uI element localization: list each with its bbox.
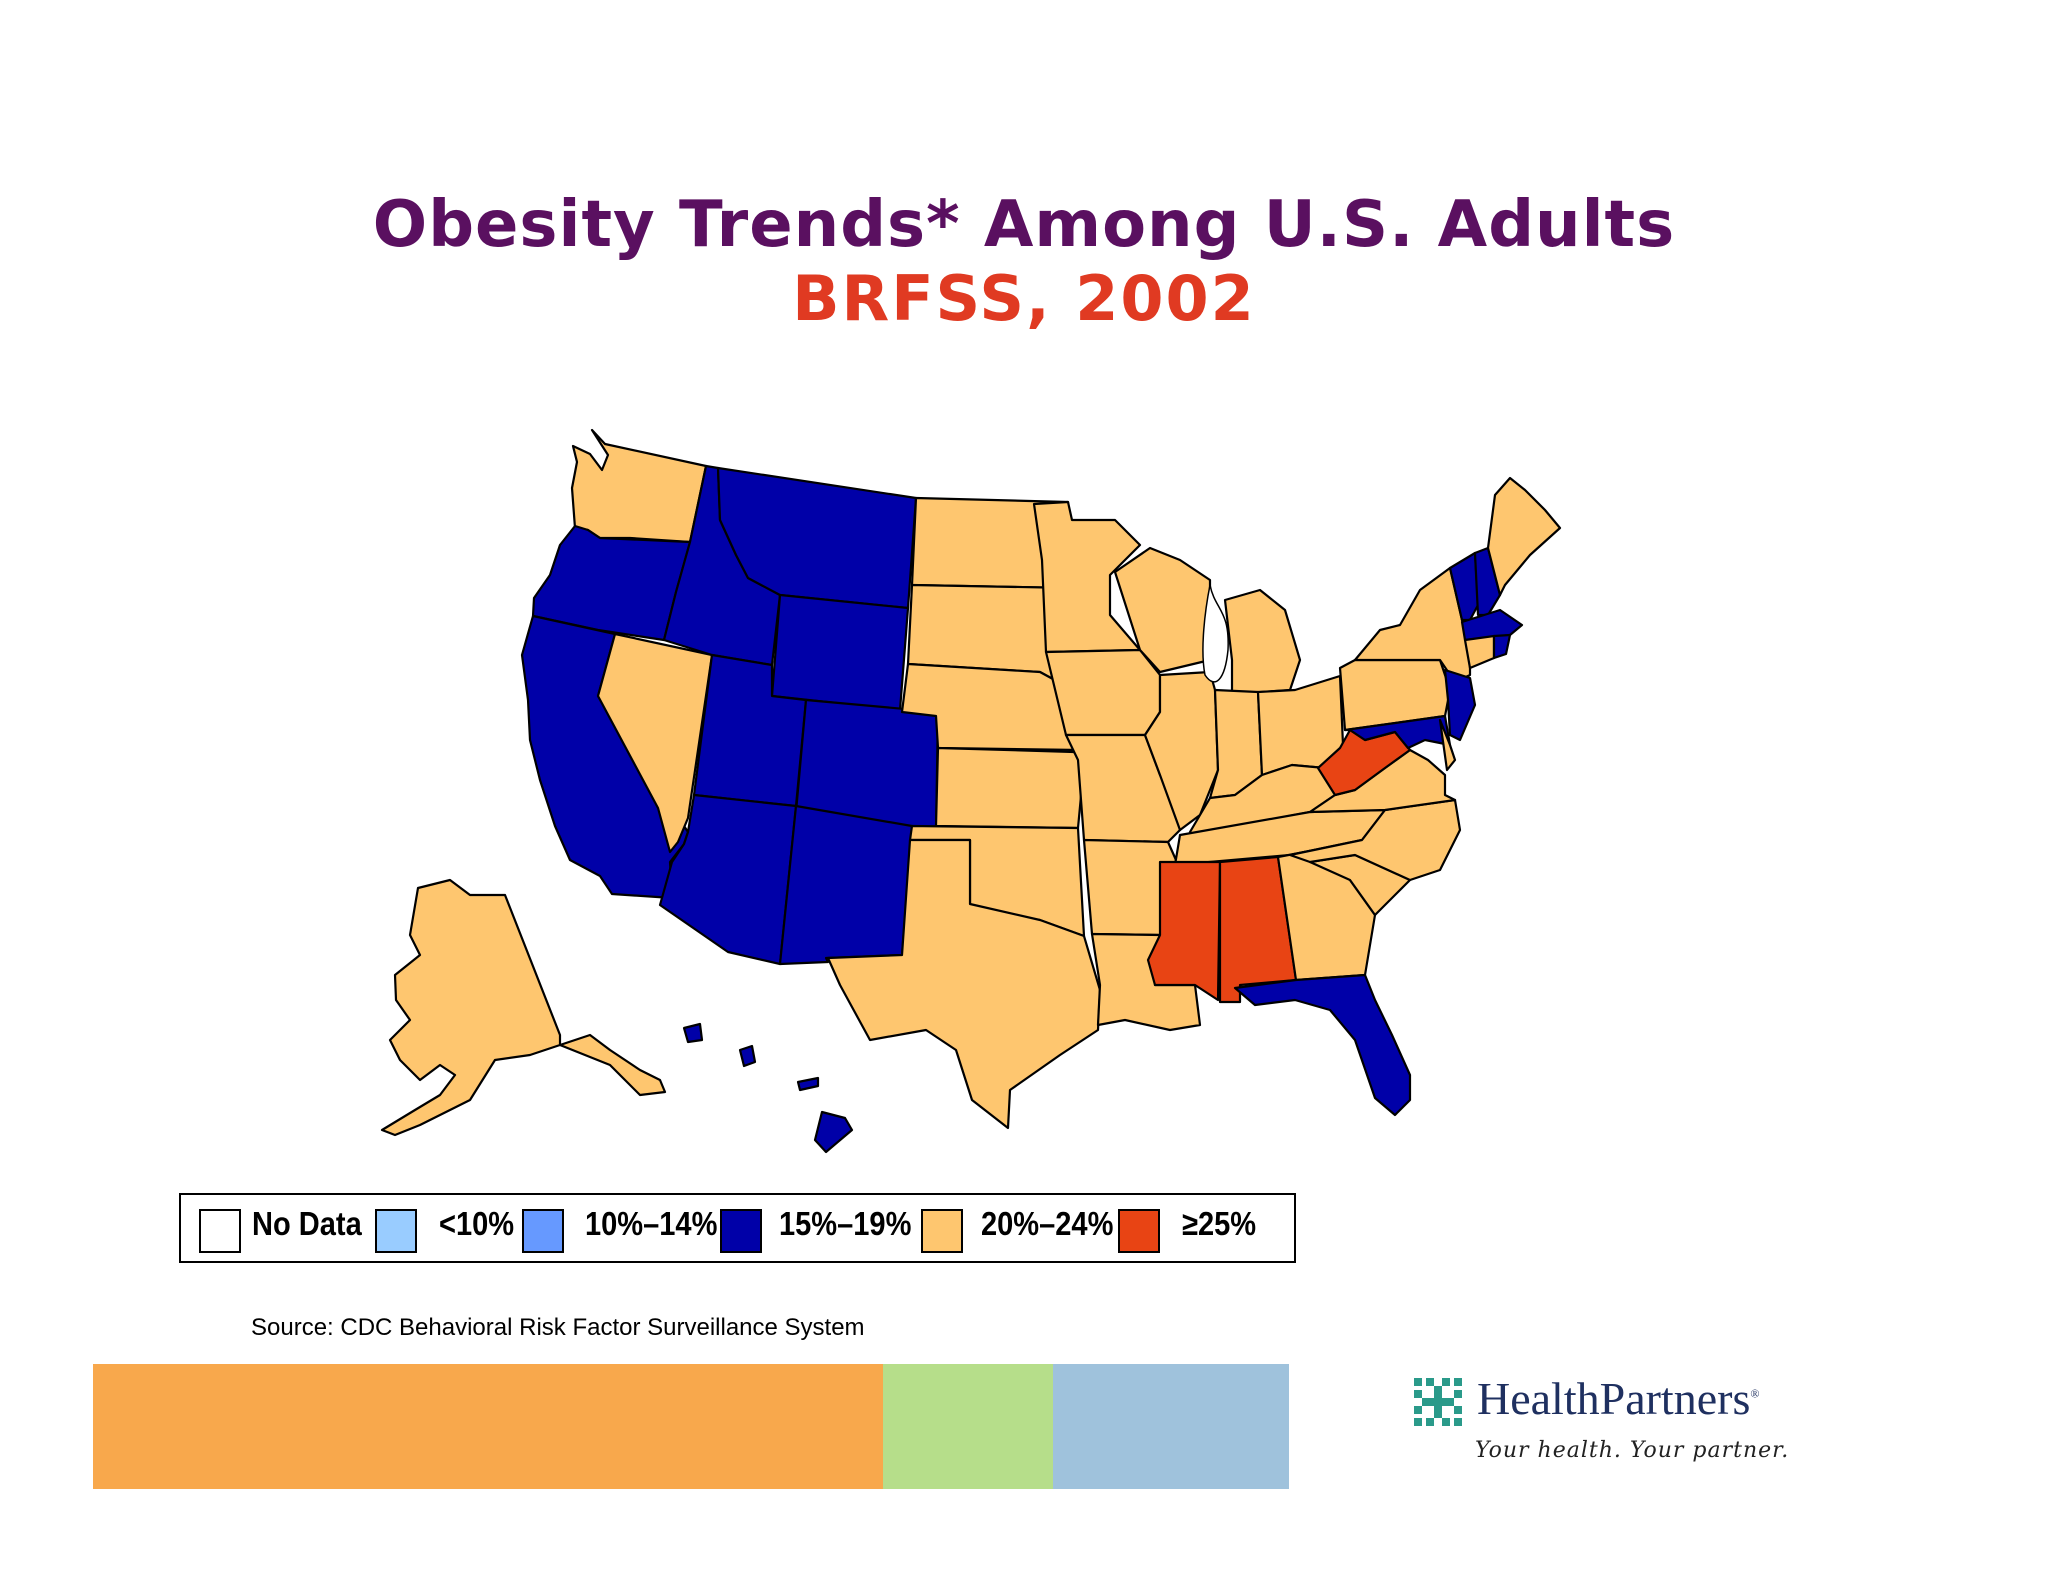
state-DE	[1438, 718, 1457, 772]
state-MN	[1032, 500, 1142, 654]
state-TX	[826, 838, 1102, 1130]
legend-label-under-10: <10%	[439, 1205, 515, 1242]
state-HI-maui	[796, 1076, 820, 1092]
state-HI	[813, 1110, 854, 1154]
state-WA	[570, 428, 708, 544]
legend-label-20-24: 20%–24%	[981, 1205, 1114, 1242]
state-NH	[1473, 546, 1502, 617]
state-NC	[1288, 798, 1462, 882]
footer-band-blue	[1053, 1364, 1289, 1489]
state-HI-oahu	[738, 1044, 757, 1068]
legend-label-10-14: 10%–14%	[585, 1205, 718, 1242]
state-RI	[1492, 633, 1512, 660]
legend-swatch-under-10	[375, 1209, 417, 1253]
state-NM	[778, 804, 914, 966]
state-FL	[1233, 973, 1412, 1117]
source-note: Source: CDC Behavioral Risk Factor Surve…	[251, 1314, 865, 1341]
state-NJ	[1443, 668, 1477, 742]
healthpartners-logo: HealthPartners® Your health. Your partne…	[1412, 1372, 1822, 1484]
title-line-2: BRFSS, 2002	[792, 262, 1256, 335]
state-MD	[1343, 714, 1452, 750]
state-WY	[770, 593, 910, 712]
state-KS	[934, 746, 1086, 830]
healthpartners-grid-icon	[1414, 1378, 1462, 1426]
legend: No Data <10% 10%–14% 15%–19% 20%–24% ≥25…	[179, 1193, 1296, 1263]
state-MA	[1460, 608, 1524, 642]
legend-label-no-data: No Data	[252, 1205, 362, 1242]
footer-band-green	[883, 1364, 1053, 1489]
logo-wordmark: HealthPartners®	[1477, 1373, 1760, 1424]
footer-band-orange	[93, 1364, 883, 1489]
legend-swatch-no-data	[199, 1209, 241, 1253]
state-ME	[1486, 476, 1562, 597]
legend-label-25-plus: ≥25%	[1182, 1205, 1257, 1242]
state-MI	[1223, 588, 1302, 696]
legend-swatch-15-19	[720, 1209, 762, 1253]
legend-label-15-19: 15%–19%	[779, 1205, 912, 1242]
title-line-1: Obesity Trends* Among U.S. Adults	[372, 188, 1676, 262]
logo-tagline: Your health. Your partner.	[1475, 1438, 1790, 1463]
legend-swatch-25-plus	[1118, 1209, 1160, 1253]
state-IA	[1044, 648, 1162, 737]
state-VT	[1448, 551, 1480, 622]
legend-swatch-20-24	[921, 1209, 963, 1253]
state-CT	[1463, 634, 1496, 670]
lake-michigan	[1202, 584, 1229, 683]
state-HI-kauai	[682, 1022, 704, 1044]
legend-swatch-10-14	[522, 1209, 564, 1253]
state-AK	[380, 878, 667, 1137]
